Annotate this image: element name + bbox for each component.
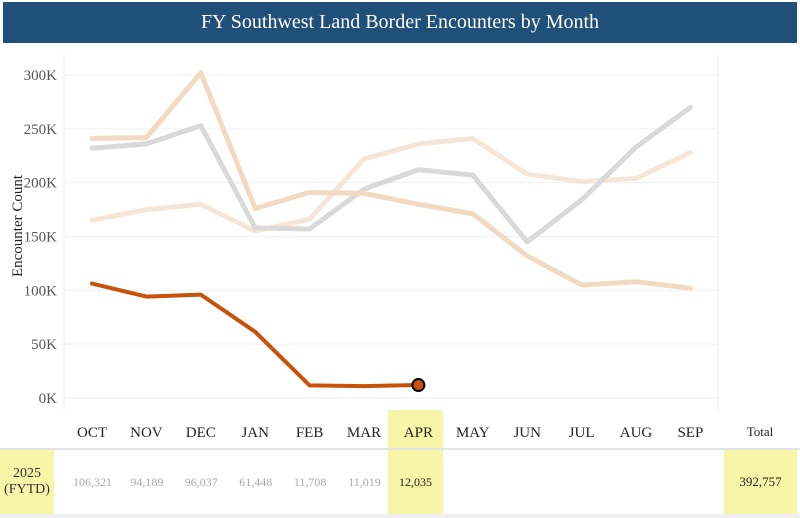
highlight-column — [388, 410, 443, 448]
y-tick-label: 300K — [24, 68, 58, 84]
chart-title: FY Southwest Land Border Encounters by M… — [3, 2, 797, 43]
x-tick-label: JAN — [241, 425, 269, 441]
y-tick-label: 0K — [39, 391, 58, 407]
series-line-2025-fytd- — [90, 281, 421, 389]
x-tick-label: NOV — [130, 425, 163, 441]
row-label-fytd: (FYTD) — [4, 482, 50, 497]
month-value-oct: 106,321 — [73, 474, 112, 489]
x-tick-label: JUN — [513, 425, 541, 441]
month-value-jan: 61,448 — [239, 474, 273, 489]
row-label-year: 2025 — [12, 466, 41, 481]
series-line-prior-year-3 — [89, 70, 693, 291]
fytd-row: 2025 (FYTD) 106,321 94,189 96,037 61,448 11,7… — [0, 448, 800, 518]
x-tick-label: MAR — [347, 425, 381, 441]
y-tick-label: 200K — [24, 176, 58, 192]
x-tick-label: JUL — [569, 425, 595, 441]
x-tick-label: MAY — [456, 425, 490, 441]
x-tick-label: OCT — [77, 425, 107, 441]
x-tick-label: FEB — [296, 425, 324, 441]
series-line-prior-year-1 — [89, 136, 693, 234]
total-value: 392,757 — [724, 450, 797, 514]
x-tick-label: DEC — [186, 425, 216, 441]
y-tick-label: 250K — [24, 122, 58, 138]
y-tick-label: 100K — [24, 283, 58, 299]
x-tick-label: SEP — [677, 425, 703, 441]
month-value-nov: 94,189 — [130, 474, 164, 489]
line-chart: 0K 50K 100K 150K 200K 250K 300K Encounter Count… — [10, 55, 774, 448]
month-value-mar: 11,019 — [348, 474, 381, 489]
x-tick-label: AUG — [620, 425, 653, 441]
month-value-apr: 12,035 — [388, 450, 443, 514]
y-tick-label: 50K — [31, 337, 57, 353]
total-header: Total — [747, 424, 774, 439]
series-line-prior-year-2 — [89, 104, 693, 245]
y-tick-label: 150K — [24, 230, 58, 246]
row-label: 2025 (FYTD) — [0, 450, 54, 514]
month-value-feb: 11,708 — [293, 474, 327, 489]
x-tick-label: APR — [404, 425, 433, 441]
month-value-dec: 96,037 — [184, 474, 218, 489]
latest-point-marker — [411, 378, 426, 393]
y-axis-label: Encounter Count — [10, 174, 26, 277]
